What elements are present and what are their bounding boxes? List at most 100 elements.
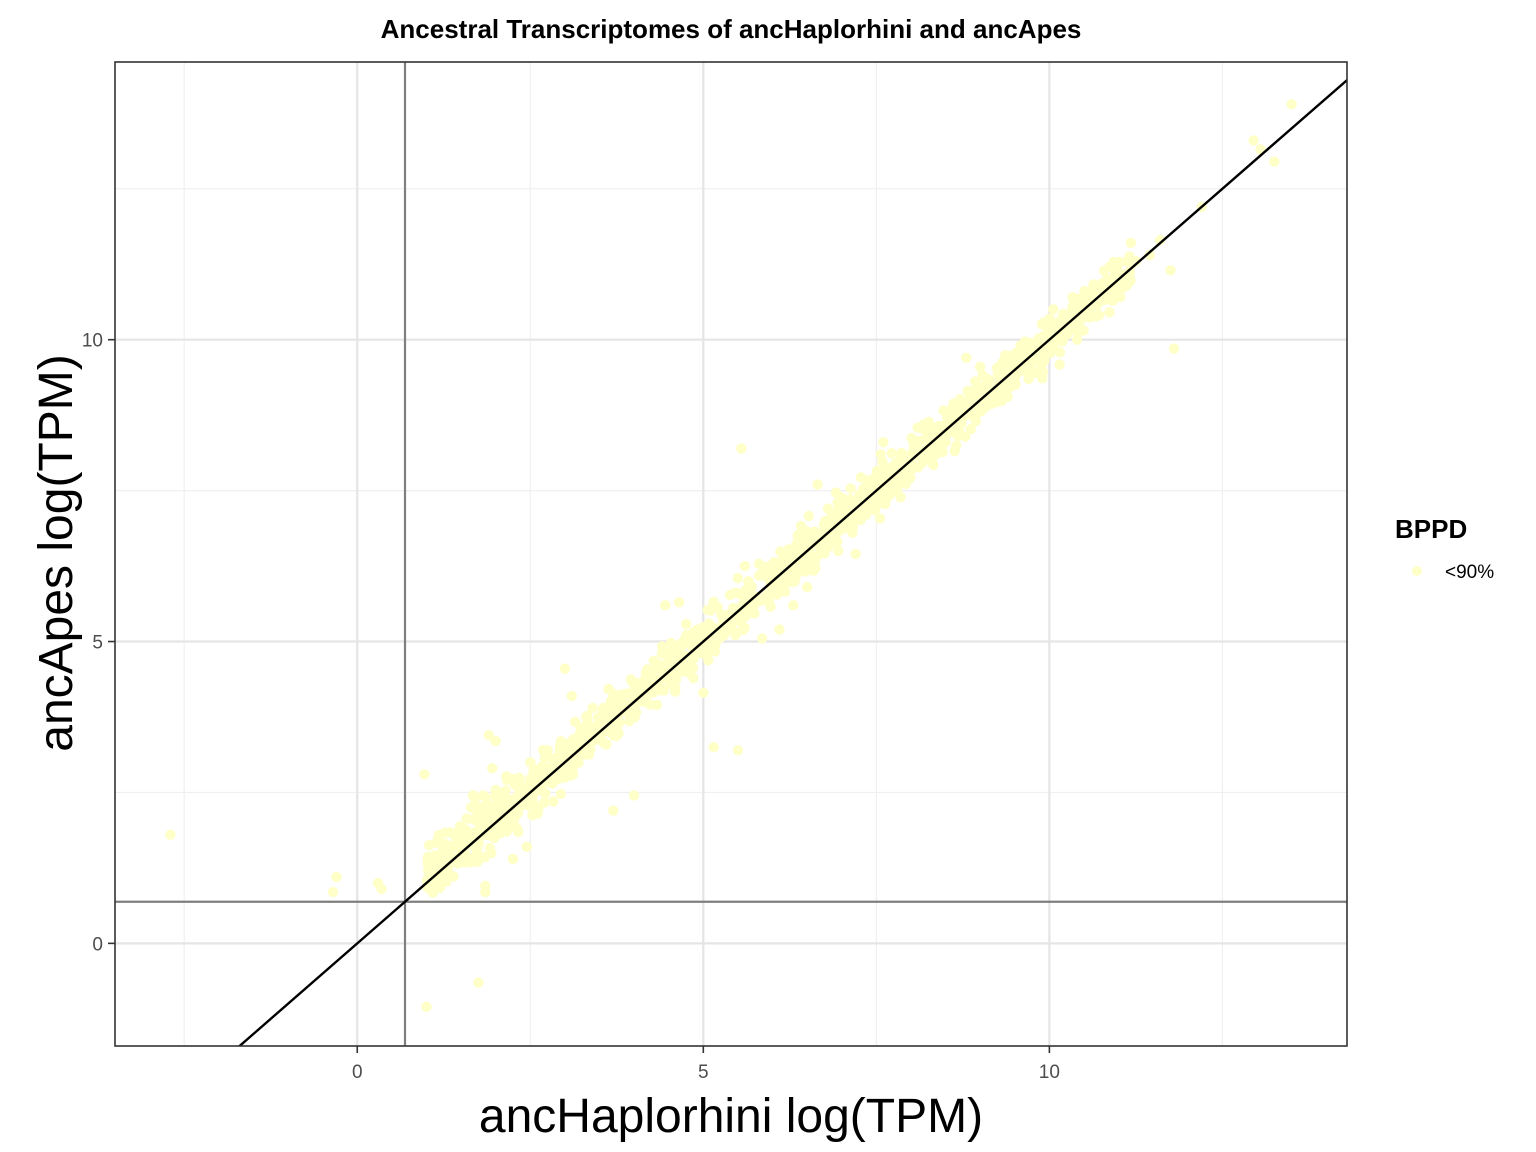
panel-background bbox=[115, 62, 1347, 1046]
x-tick-label: 10 bbox=[1039, 1062, 1060, 1083]
data-point bbox=[515, 788, 527, 799]
data-point bbox=[445, 843, 456, 855]
data-point bbox=[487, 763, 498, 774]
data-point bbox=[803, 510, 814, 522]
legend: BPPD <90% bbox=[1395, 514, 1494, 583]
data-point bbox=[757, 567, 768, 578]
data-point bbox=[991, 363, 1003, 374]
data-point bbox=[1104, 307, 1115, 318]
data-point bbox=[732, 572, 743, 584]
data-point bbox=[1005, 381, 1017, 392]
data-point bbox=[708, 742, 719, 753]
data-point bbox=[867, 502, 878, 514]
data-point bbox=[858, 485, 869, 497]
data-point bbox=[732, 745, 744, 756]
data-point bbox=[712, 602, 723, 613]
data-point bbox=[1144, 250, 1155, 261]
data-point bbox=[555, 788, 566, 800]
data-point bbox=[965, 424, 976, 435]
y-tick-label: 10 bbox=[82, 331, 103, 352]
data-point bbox=[448, 871, 459, 882]
data-point bbox=[465, 857, 477, 868]
data-point bbox=[567, 760, 578, 771]
data-point bbox=[1168, 343, 1180, 354]
data-point bbox=[961, 352, 972, 363]
data-point bbox=[500, 785, 511, 797]
x-axis-title: ancHaplorhini log(TPM) bbox=[479, 1090, 983, 1143]
data-point bbox=[1002, 391, 1013, 402]
data-point bbox=[825, 538, 836, 549]
data-point bbox=[752, 591, 763, 602]
x-tick-label: 5 bbox=[698, 1062, 709, 1083]
data-point bbox=[1023, 373, 1034, 385]
data-point bbox=[453, 839, 464, 850]
data-point bbox=[475, 809, 486, 820]
data-point bbox=[952, 427, 963, 439]
data-point bbox=[616, 689, 627, 700]
data-point bbox=[522, 800, 534, 811]
data-point bbox=[579, 749, 591, 760]
data-point bbox=[1110, 268, 1121, 279]
data-point bbox=[539, 797, 550, 808]
data-point bbox=[664, 672, 676, 683]
data-point bbox=[864, 479, 876, 490]
data-point bbox=[788, 600, 799, 611]
data-point bbox=[507, 853, 519, 865]
data-point bbox=[739, 560, 750, 572]
data-point bbox=[805, 549, 816, 560]
data-point bbox=[433, 874, 445, 885]
data-point bbox=[1080, 286, 1091, 298]
data-point bbox=[739, 622, 750, 633]
data-point bbox=[850, 548, 861, 560]
data-point bbox=[744, 599, 755, 610]
data-point bbox=[756, 633, 768, 644]
legend-label: <90% bbox=[1445, 562, 1494, 583]
identity-line bbox=[237, 79, 1347, 1046]
data-point bbox=[548, 796, 559, 807]
data-point bbox=[1088, 288, 1100, 299]
data-point bbox=[1130, 256, 1142, 267]
data-point bbox=[736, 443, 747, 454]
data-point bbox=[1048, 304, 1059, 315]
data-point bbox=[902, 470, 913, 482]
data-point bbox=[860, 509, 872, 520]
data-point bbox=[658, 685, 670, 696]
data-point bbox=[988, 397, 999, 409]
data-point bbox=[327, 886, 339, 898]
legend-key bbox=[1412, 566, 1422, 576]
data-point bbox=[705, 620, 717, 632]
data-point bbox=[467, 839, 478, 850]
data-point bbox=[468, 827, 479, 839]
data-point bbox=[830, 487, 842, 498]
y-tick-label: 0 bbox=[92, 934, 103, 955]
data-point bbox=[479, 820, 490, 831]
data-point bbox=[1069, 294, 1080, 305]
data-point bbox=[877, 456, 888, 467]
data-point bbox=[733, 612, 744, 624]
y-axis-title: ancApes log(TPM) bbox=[30, 354, 83, 751]
data-point bbox=[673, 597, 685, 608]
data-point bbox=[501, 799, 512, 811]
data-point bbox=[786, 562, 797, 573]
data-point bbox=[1154, 234, 1166, 246]
data-point bbox=[979, 402, 990, 413]
data-point bbox=[922, 443, 933, 454]
plot-panel: 0 5 10 0 5 10 bbox=[82, 61, 1348, 1083]
data-point bbox=[490, 784, 501, 796]
data-point bbox=[940, 437, 951, 448]
data-point bbox=[1125, 237, 1137, 248]
data-point bbox=[774, 624, 785, 635]
data-point bbox=[800, 566, 811, 577]
data-point bbox=[1039, 355, 1050, 366]
data-point bbox=[376, 883, 387, 895]
data-point bbox=[331, 871, 342, 883]
data-point bbox=[508, 816, 519, 827]
data-point bbox=[787, 577, 798, 588]
data-point bbox=[582, 729, 593, 741]
data-point bbox=[465, 802, 477, 813]
data-point bbox=[553, 773, 564, 785]
data-point bbox=[533, 804, 544, 815]
data-point bbox=[1044, 348, 1056, 359]
data-point bbox=[896, 451, 907, 463]
data-point bbox=[834, 520, 845, 531]
